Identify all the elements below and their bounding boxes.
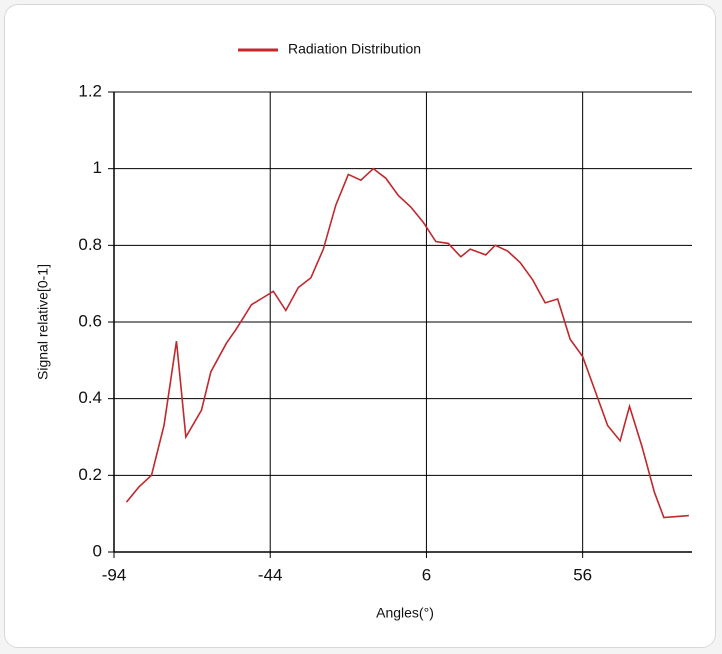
y-tick-label: 0.4 [78,388,102,407]
x-tick-label: -44 [258,565,283,584]
y-tick-label: 0.6 [78,311,102,330]
y-tick-label: 0.2 [78,465,102,484]
legend-label: Radiation Distribution [288,41,421,57]
y-tick-label: 0 [93,541,102,560]
x-tick-label: 56 [573,565,592,584]
y-axis-label: Signal relative[0-1] [35,264,51,380]
data-line [125,167,689,519]
x-tick-label: -94 [102,565,127,584]
chart-frame [4,4,716,648]
y-tick-label: 0.8 [78,235,102,254]
y-tick-label: 1.2 [78,81,102,100]
y-tick-label: 1 [93,158,102,177]
x-tick-label: 6 [422,565,431,584]
x-axis-label: Angles(°) [376,605,434,621]
